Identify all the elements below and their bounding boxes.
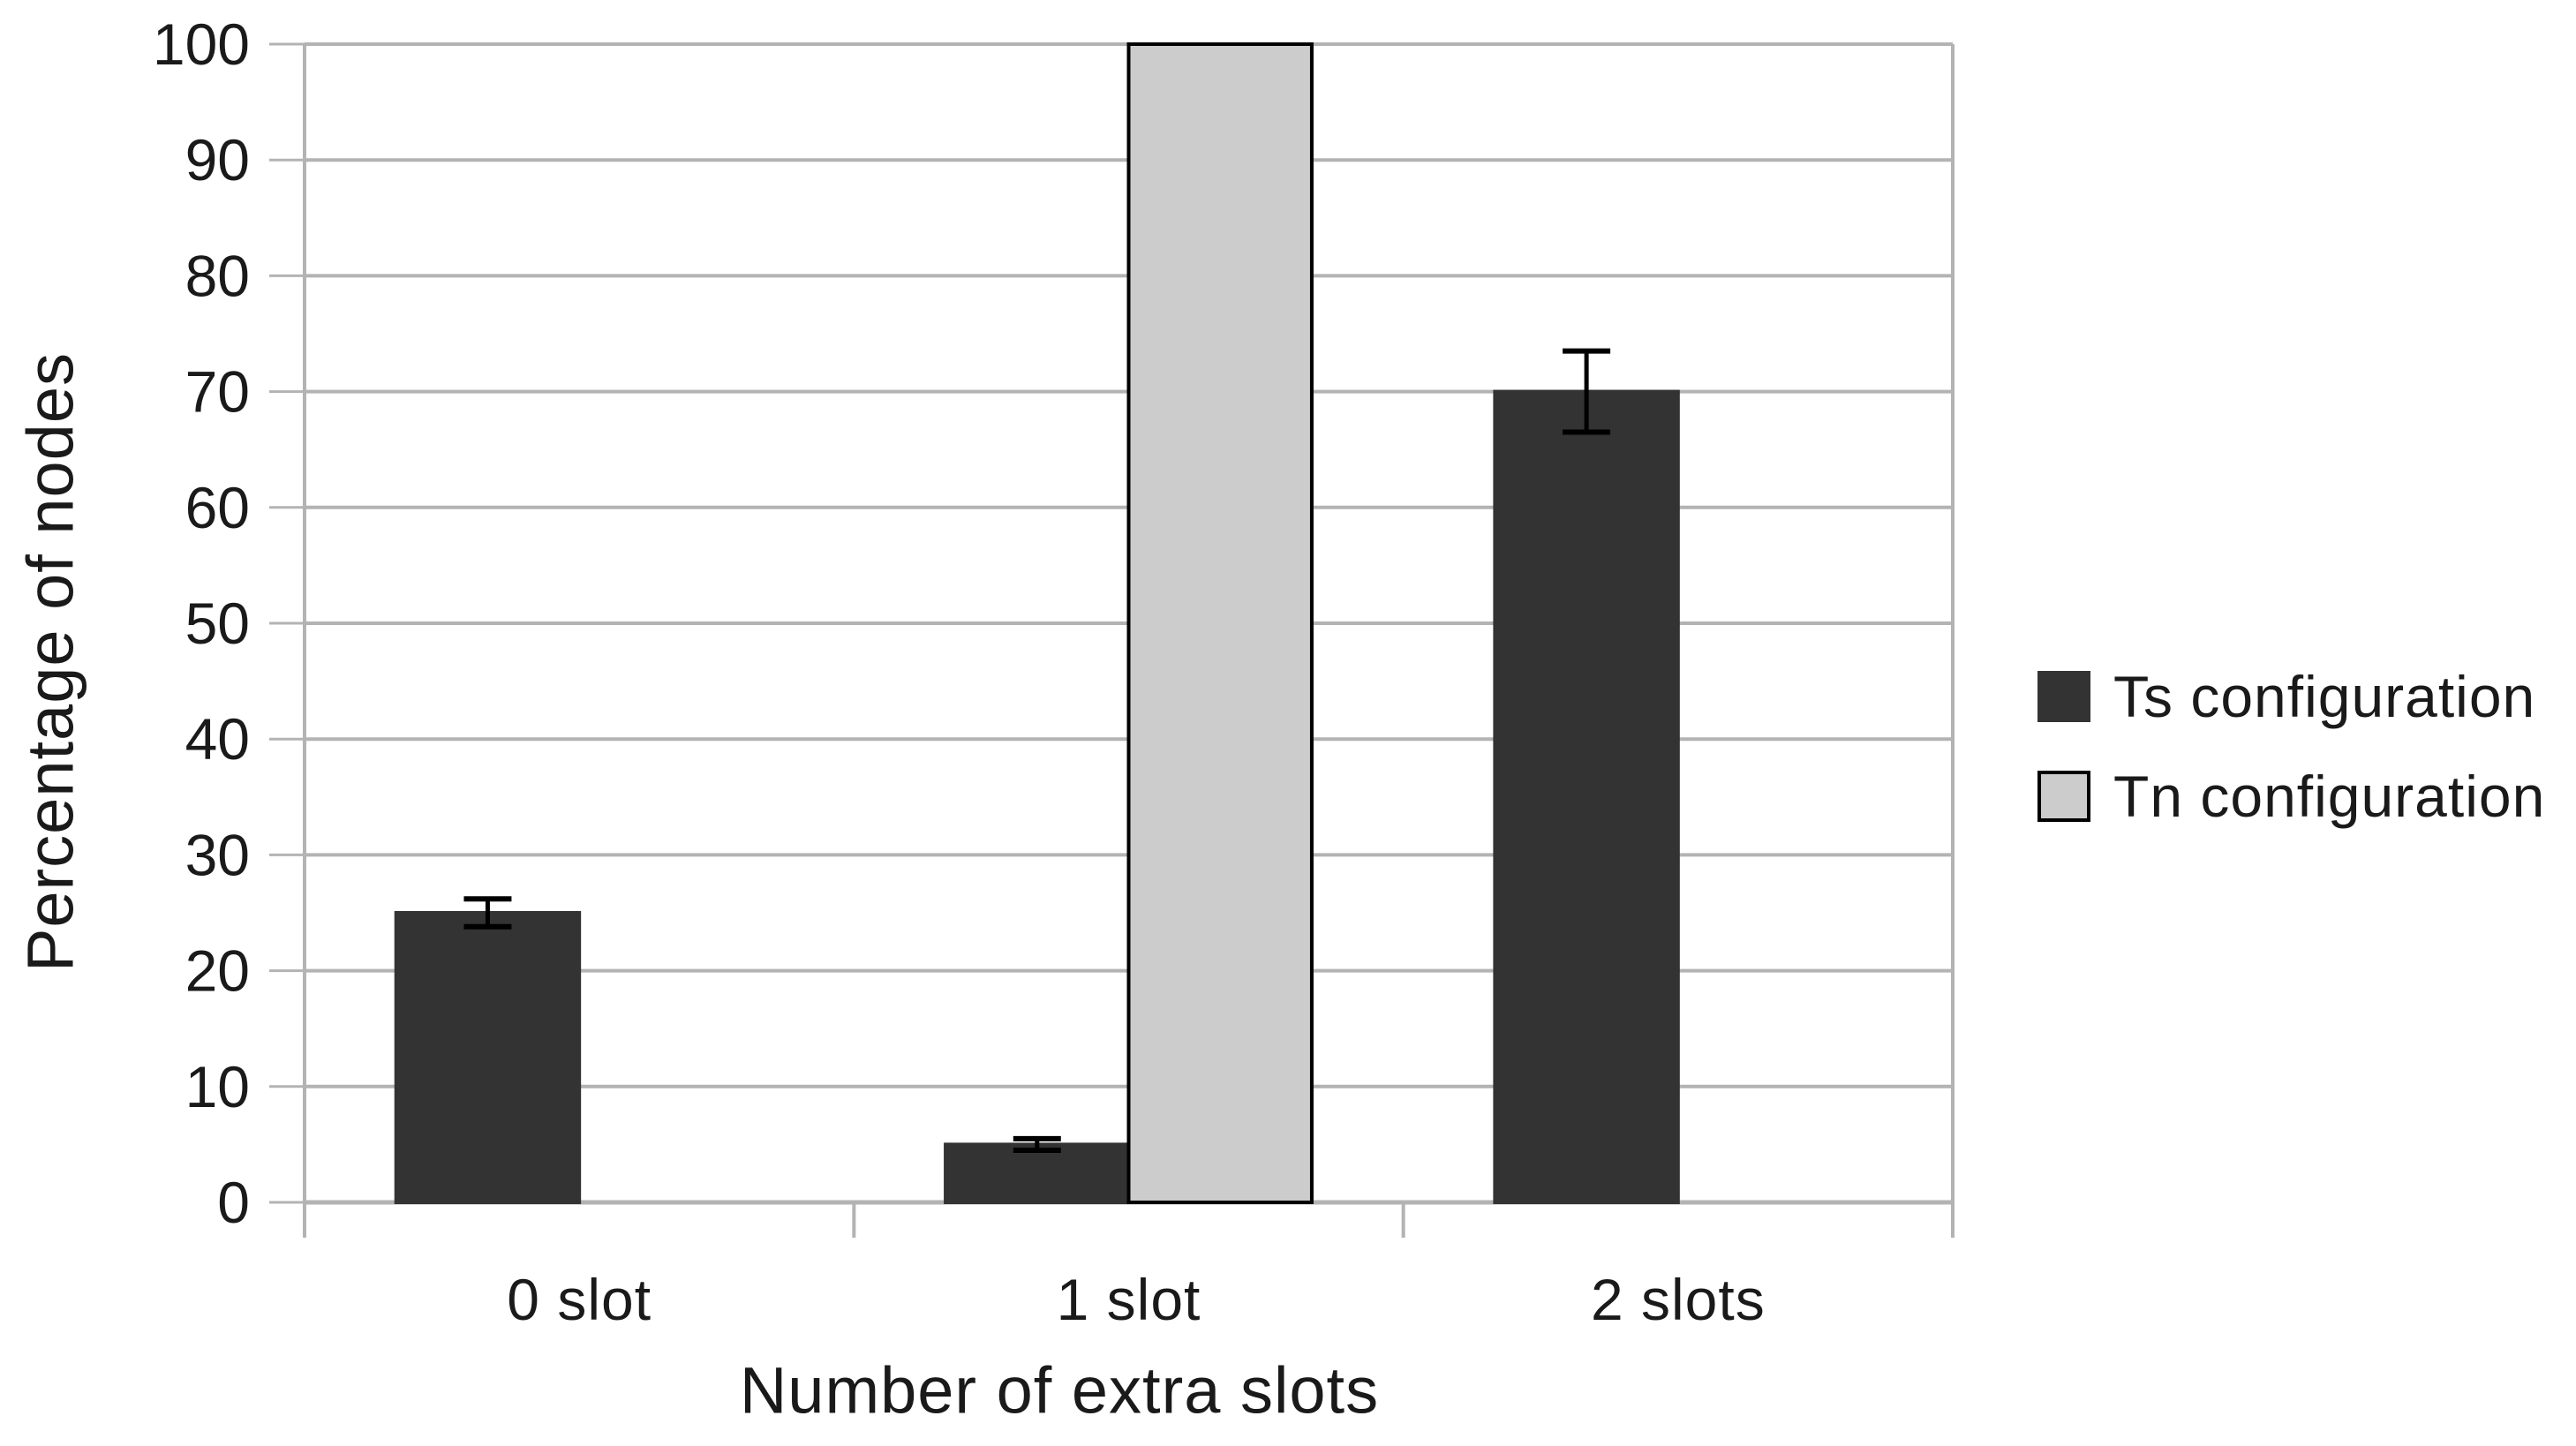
x-category-label: 2 slots [1591, 1267, 1766, 1332]
legend-item: Ts configuration [2037, 663, 2545, 730]
legend: Ts configuration Tn configuration [2037, 663, 2545, 830]
y-tick-label: 20 [185, 938, 250, 1004]
bar-ts-1-slot [944, 1142, 1131, 1205]
y-tick-label: 100 [153, 11, 250, 77]
legend-label: Ts configuration [2113, 664, 2536, 729]
bar-tn-1-slot [1126, 42, 1314, 1204]
y-tick-label: 40 [185, 706, 250, 772]
x-category-label: 0 slot [507, 1267, 652, 1332]
legend-swatch-ts [2037, 671, 2090, 722]
y-tick-label: 90 [185, 127, 250, 192]
bar-ts-2-slots [1493, 389, 1680, 1205]
legend-item: Tn configuration [2037, 763, 2545, 830]
y-tick-label: 50 [185, 591, 250, 656]
x-category-label: 1 slot [1057, 1267, 1201, 1332]
y-tick-label: 70 [185, 359, 250, 425]
legend-label: Tn configuration [2113, 764, 2546, 829]
x-axis-title: Number of extra slots [739, 1353, 1380, 1427]
y-tick-label: 80 [185, 243, 250, 308]
y-tick-label: 10 [185, 1054, 250, 1119]
bar-ts-0-slot [394, 911, 582, 1204]
y-tick-label: 30 [185, 822, 250, 887]
legend-swatch-tn [2037, 771, 2090, 822]
y-tick-label: 0 [217, 1170, 250, 1235]
y-axis-title: Percentage of nodes [13, 352, 87, 972]
y-tick-label: 60 [185, 475, 250, 540]
